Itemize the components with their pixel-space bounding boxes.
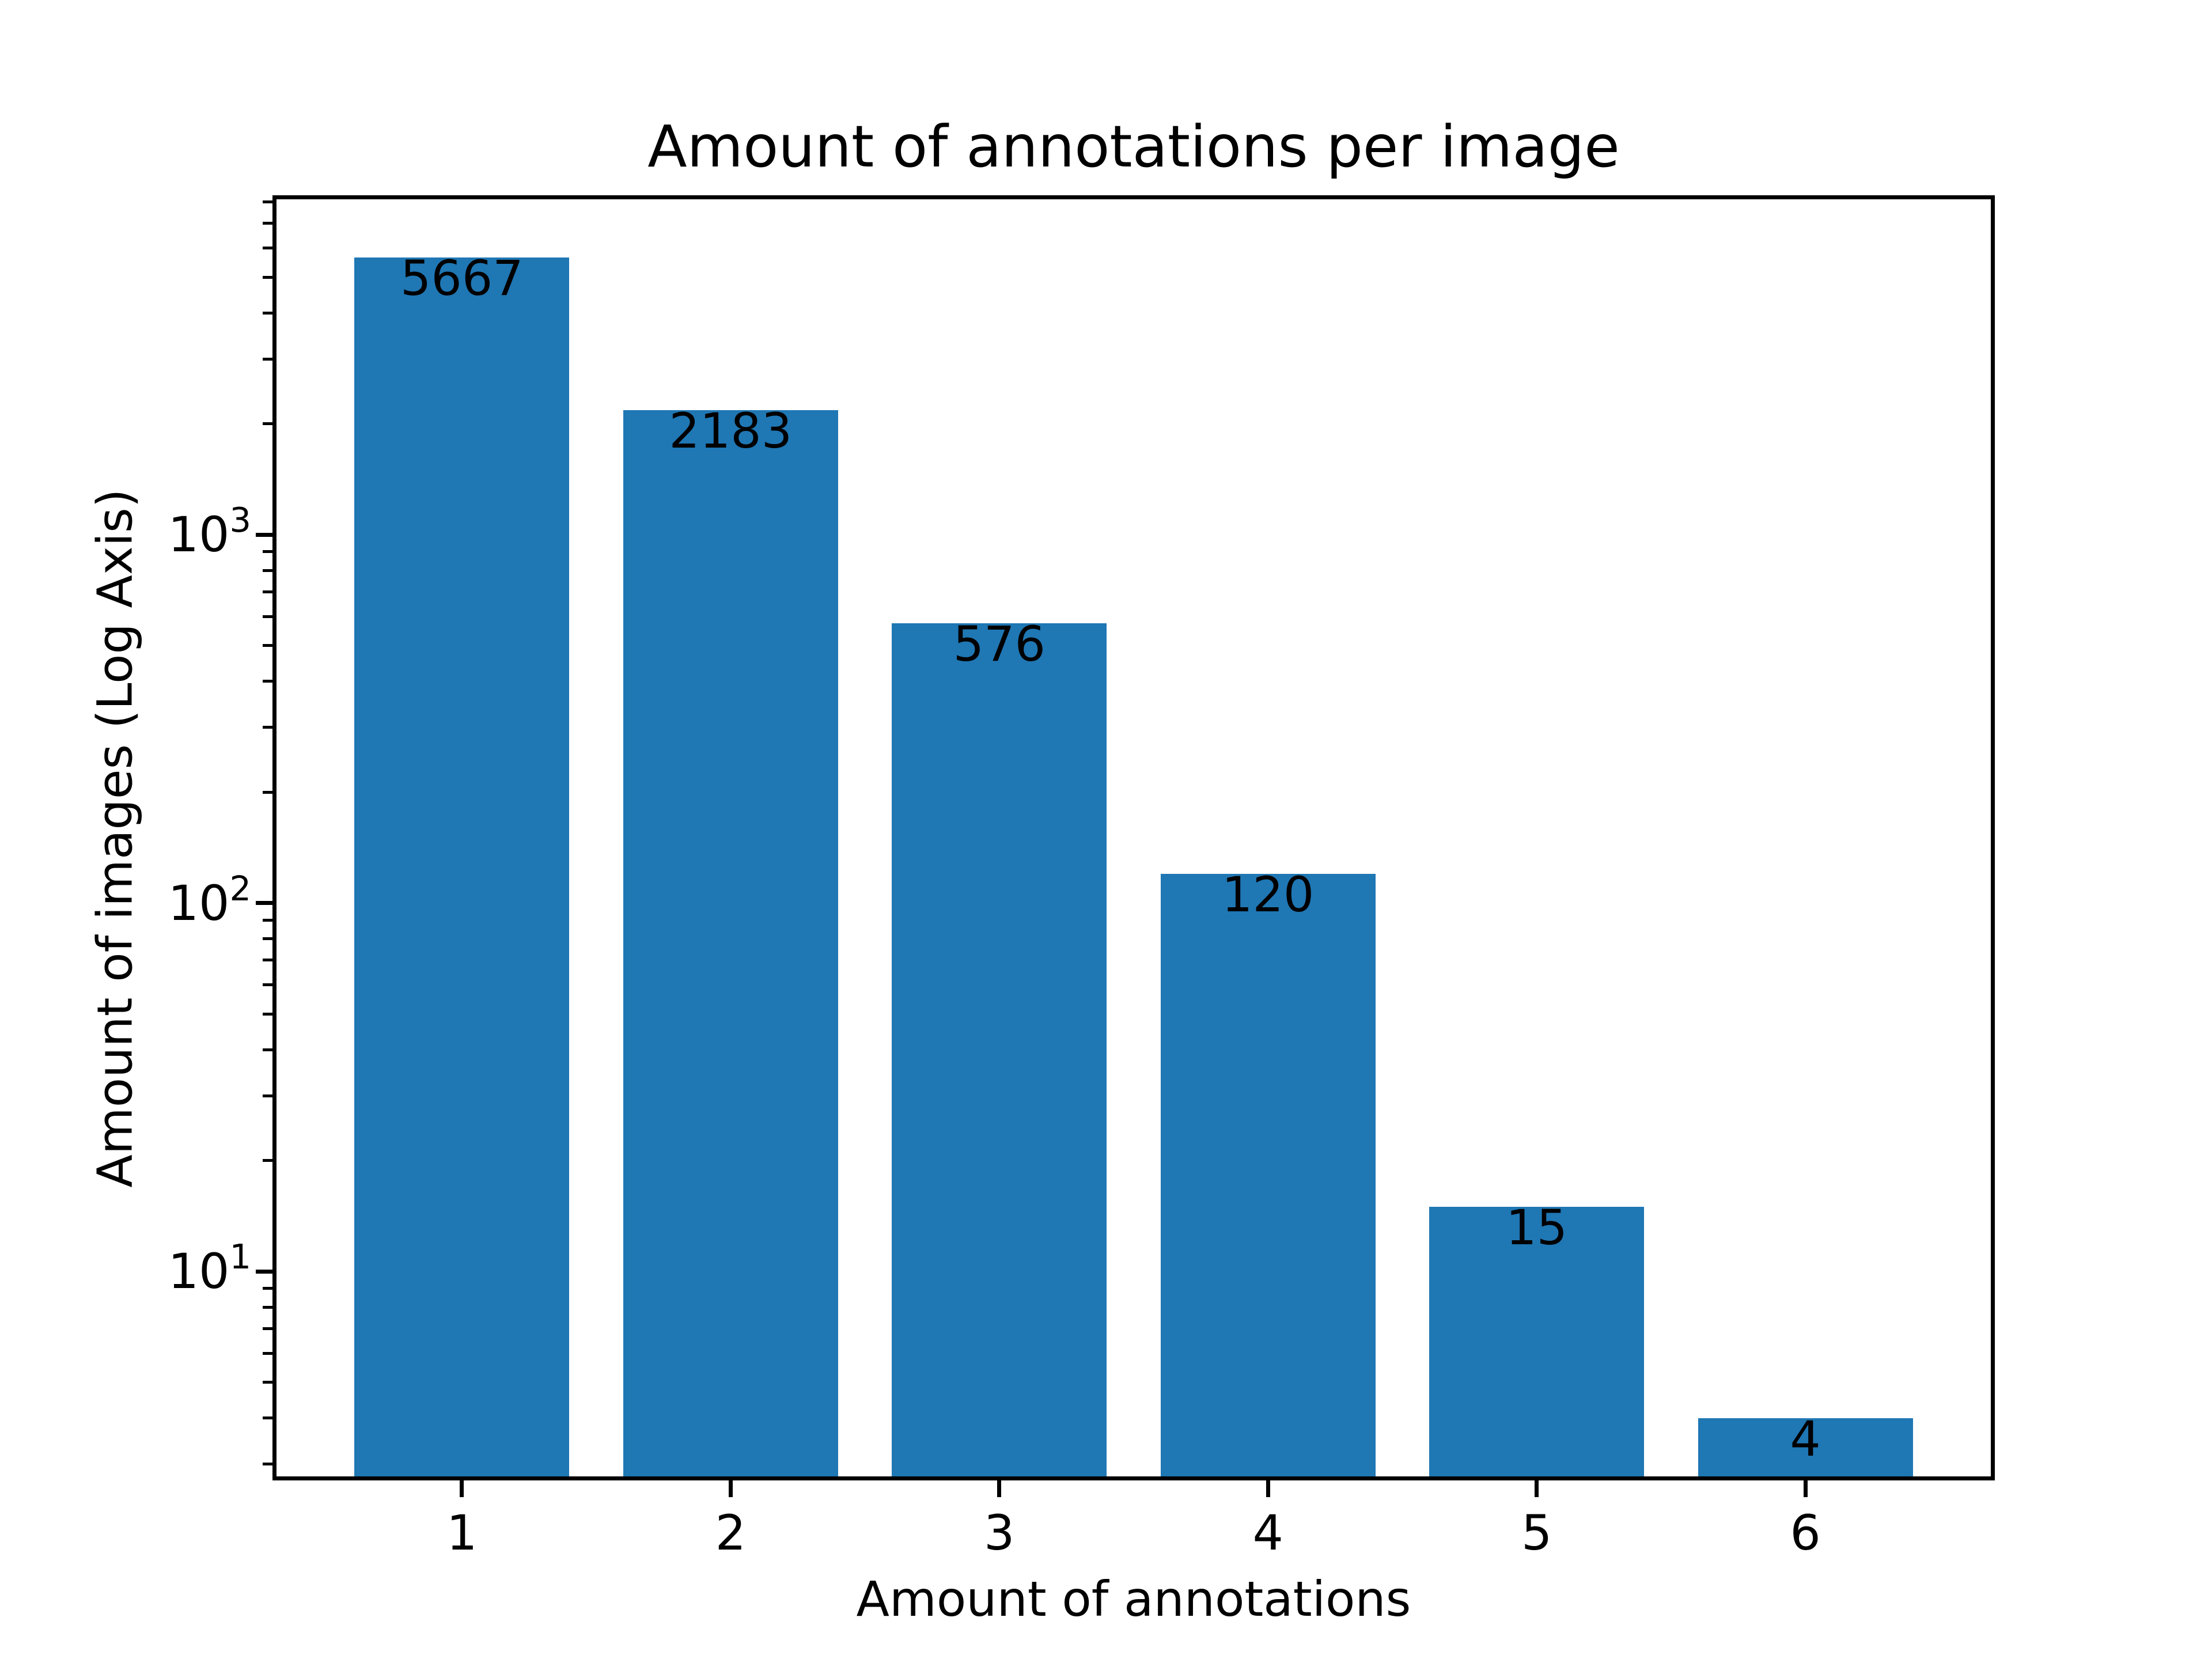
- y-minor-tick: [263, 1351, 272, 1355]
- x-tick-label: 6: [1790, 1505, 1821, 1561]
- bar: [354, 257, 570, 1476]
- y-tick-label: 103: [168, 500, 251, 569]
- y-minor-tick: [263, 615, 272, 618]
- y-minor-tick: [263, 726, 272, 729]
- y-minor-tick: [263, 200, 272, 204]
- chart-title: Amount of annotations per image: [647, 113, 1620, 180]
- bar-value-label: 2183: [669, 402, 793, 459]
- y-minor-tick: [263, 918, 272, 922]
- y-minor-tick: [263, 1287, 272, 1290]
- y-tick-label: 101: [168, 1237, 251, 1306]
- bar: [1429, 1206, 1645, 1476]
- y-minor-tick: [263, 1416, 272, 1420]
- y-minor-tick: [263, 1159, 272, 1162]
- y-tick-exponent: 1: [229, 1237, 251, 1277]
- bar-value-label: 5667: [400, 249, 524, 306]
- y-tick: [256, 901, 272, 906]
- bar: [1698, 1418, 1913, 1476]
- y-tick-exponent: 3: [229, 500, 251, 540]
- y-minor-tick: [263, 550, 272, 554]
- x-tick-label: 2: [715, 1505, 747, 1561]
- y-minor-tick: [263, 644, 272, 647]
- x-tick-label: 4: [1252, 1505, 1283, 1561]
- y-minor-tick: [263, 357, 272, 361]
- y-minor-tick: [263, 247, 272, 250]
- y-tick-exponent: 2: [229, 868, 251, 908]
- y-minor-tick: [263, 959, 272, 962]
- y-minor-tick: [263, 569, 272, 572]
- y-minor-tick: [263, 311, 272, 315]
- bar-value-label: 576: [953, 615, 1046, 672]
- y-minor-tick: [263, 1327, 272, 1330]
- y-tick-label: 102: [168, 869, 251, 938]
- x-tick: [1266, 1480, 1270, 1497]
- y-axis-label: Amount of images (Log Axis): [86, 488, 143, 1188]
- y-tick: [256, 1269, 272, 1274]
- y-tick-base: 10: [168, 506, 230, 563]
- plot-area: 5667 1 2183 2 576 3 120 4 15 5 4 6 101 102 103: [168, 195, 1995, 1561]
- bar-value-label: 120: [1222, 866, 1315, 923]
- y-tick: [256, 532, 272, 537]
- x-tick: [997, 1480, 1002, 1497]
- y-minor-tick: [263, 790, 272, 794]
- y-minor-tick: [263, 680, 272, 683]
- y-minor-tick: [263, 1381, 272, 1384]
- x-tick: [728, 1480, 733, 1497]
- x-axis-label: Amount of annotations: [856, 1571, 1411, 1627]
- x-tick: [1535, 1480, 1539, 1497]
- y-tick-base: 10: [168, 1243, 230, 1300]
- bar: [1160, 874, 1376, 1476]
- bar-value-label: 4: [1790, 1410, 1821, 1467]
- y-minor-tick: [263, 1463, 272, 1466]
- y-minor-tick: [263, 275, 272, 279]
- x-tick-label: 1: [446, 1505, 478, 1561]
- y-minor-tick: [263, 590, 272, 593]
- y-minor-tick: [263, 1305, 272, 1309]
- bar-value-label: 15: [1506, 1199, 1568, 1256]
- y-minor-tick: [263, 222, 272, 225]
- y-tick-base: 10: [168, 874, 230, 931]
- x-tick: [1803, 1480, 1808, 1497]
- x-tick-label: 5: [1521, 1505, 1552, 1561]
- y-minor-tick: [263, 422, 272, 426]
- y-minor-tick: [263, 937, 272, 941]
- x-tick-label: 3: [984, 1505, 1015, 1561]
- y-minor-tick: [263, 983, 272, 987]
- bar: [892, 623, 1107, 1476]
- y-minor-tick: [263, 1048, 272, 1051]
- x-tick: [460, 1480, 464, 1497]
- bar: [623, 410, 838, 1476]
- y-minor-tick: [263, 1094, 272, 1097]
- y-minor-tick: [263, 1012, 272, 1016]
